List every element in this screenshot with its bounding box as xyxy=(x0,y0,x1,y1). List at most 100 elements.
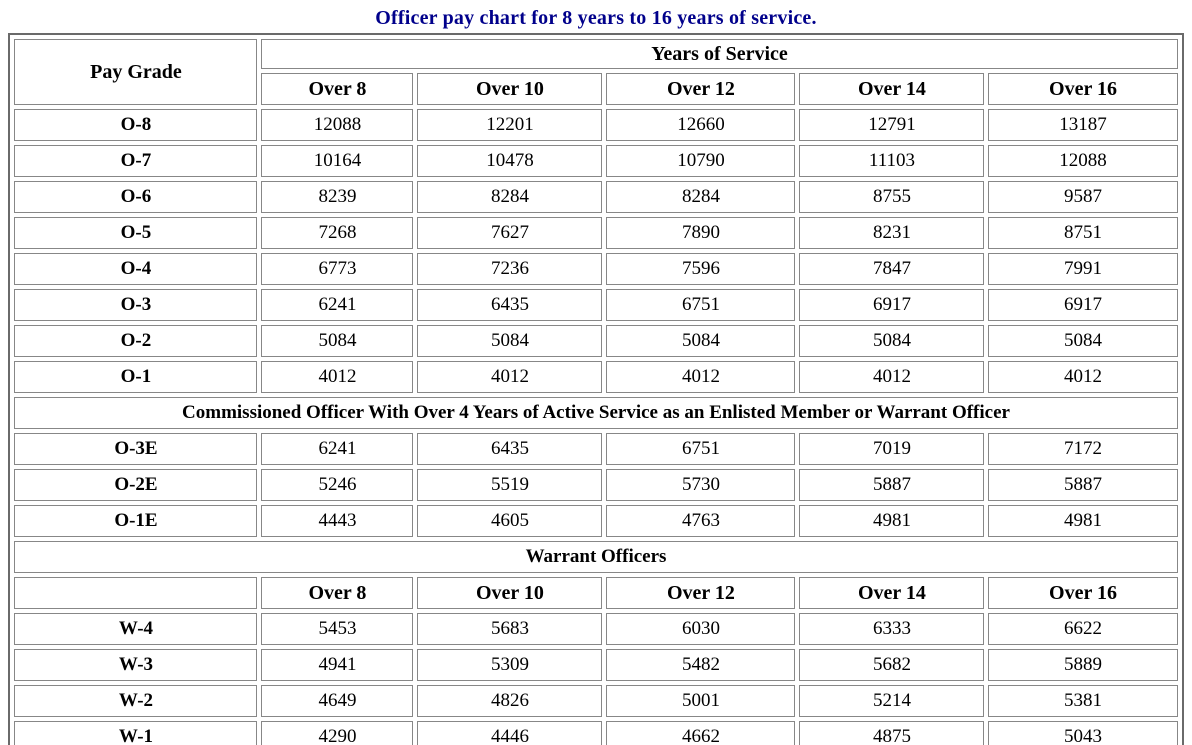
pay-cell: 6917 xyxy=(988,289,1178,321)
pay-cell: 10790 xyxy=(606,145,796,177)
table-row: O-2 5084 5084 5084 5084 5084 xyxy=(14,325,1178,357)
pay-cell: 4981 xyxy=(988,505,1178,537)
pay-cell: 4941 xyxy=(261,649,414,681)
pay-cell: 6030 xyxy=(606,613,796,645)
pay-cell: 4605 xyxy=(417,505,603,537)
pay-cell: 12088 xyxy=(261,109,414,141)
header-row-columns-warrant-officers: Over 8 Over 10 Over 12 Over 14 Over 16 xyxy=(14,577,1178,609)
pay-cell: 5084 xyxy=(261,325,414,357)
table-row: O-4 6773 7236 7596 7847 7991 xyxy=(14,253,1178,285)
section-header-warrant-officers: Warrant Officers xyxy=(14,541,1178,573)
pay-cell: 8239 xyxy=(261,181,414,213)
table-row: O-3 6241 6435 6751 6917 6917 xyxy=(14,289,1178,321)
section-header-row: Warrant Officers xyxy=(14,541,1178,573)
header-row-top: Pay Grade Years of Service xyxy=(14,39,1178,105)
pay-cell: 5730 xyxy=(606,469,796,501)
warrant-officers-col-header-5: Over 16 xyxy=(988,577,1178,609)
empty-corner-cell xyxy=(14,577,258,609)
section-header-row: Commissioned Officer With Over 4 Years o… xyxy=(14,397,1178,429)
pay-cell: 5309 xyxy=(417,649,603,681)
officer-pay-table: Pay Grade Years of Service Over 8 Over 10 Ov… xyxy=(8,33,1184,745)
pay-cell: 8755 xyxy=(799,181,985,213)
pay-cell: 5381 xyxy=(988,685,1178,717)
table-row: O-7 10164 10478 10790 11103 12088 xyxy=(14,145,1178,177)
pay-cell: 8751 xyxy=(988,217,1178,249)
pay-cell: 5887 xyxy=(799,469,985,501)
pay-cell: 5084 xyxy=(417,325,603,357)
pay-cell: 5887 xyxy=(988,469,1178,501)
pay-cell: 4763 xyxy=(606,505,796,537)
pay-cell: 5043 xyxy=(988,721,1178,745)
table-row: W-3 4941 5309 5482 5682 5889 xyxy=(14,649,1178,681)
pay-cell: 12660 xyxy=(606,109,796,141)
pay-cell: 7991 xyxy=(988,253,1178,285)
table-row: O-1E 4443 4605 4763 4981 4981 xyxy=(14,505,1178,537)
pay-cell: 6751 xyxy=(606,289,796,321)
pay-cell: 4012 xyxy=(799,361,985,393)
warrant-officers-col-header-2: Over 10 xyxy=(417,577,603,609)
pay-cell: 6773 xyxy=(261,253,414,285)
pay-cell: 5246 xyxy=(261,469,414,501)
grade-cell: O-7 xyxy=(14,145,258,177)
pay-cell: 5482 xyxy=(606,649,796,681)
page-title: Officer pay chart for 8 years to 16 year… xyxy=(375,7,817,29)
table-row: O-1 4012 4012 4012 4012 4012 xyxy=(14,361,1178,393)
pay-cell: 12791 xyxy=(799,109,985,141)
grade-cell: O-2 xyxy=(14,325,258,357)
pay-cell: 10478 xyxy=(417,145,603,177)
pay-cell: 7627 xyxy=(417,217,603,249)
pay-cell: 10164 xyxy=(261,145,414,177)
pay-cell: 4012 xyxy=(261,361,414,393)
pay-cell: 5683 xyxy=(417,613,603,645)
pay-cell: 8284 xyxy=(417,181,603,213)
warrant-officers-col-header-1: Over 8 xyxy=(261,577,414,609)
pay-cell: 13187 xyxy=(988,109,1178,141)
pay-grade-header: Pay Grade xyxy=(14,39,258,105)
pay-cell: 9587 xyxy=(988,181,1178,213)
pay-cell: 7019 xyxy=(799,433,985,465)
pay-cell: 7890 xyxy=(606,217,796,249)
pay-cell: 6435 xyxy=(417,433,603,465)
pay-cell: 4446 xyxy=(417,721,603,745)
main-col-header-3: Over 12 xyxy=(606,73,796,105)
pay-cell: 8231 xyxy=(799,217,985,249)
pay-cell: 4826 xyxy=(417,685,603,717)
pay-cell: 5084 xyxy=(988,325,1178,357)
grade-cell: W-1 xyxy=(14,721,258,745)
pay-cell: 5214 xyxy=(799,685,985,717)
main-col-header-2: Over 10 xyxy=(417,73,603,105)
table-row: O-2E 5246 5519 5730 5887 5887 xyxy=(14,469,1178,501)
pay-cell: 7268 xyxy=(261,217,414,249)
table-row: W-2 4649 4826 5001 5214 5381 xyxy=(14,685,1178,717)
grade-cell: O-8 xyxy=(14,109,258,141)
table-row: O-3E 6241 6435 6751 7019 7172 xyxy=(14,433,1178,465)
warrant-officers-col-header-3: Over 12 xyxy=(606,577,796,609)
grade-cell: O-5 xyxy=(14,217,258,249)
pay-cell: 6241 xyxy=(261,433,414,465)
pay-cell: 5084 xyxy=(606,325,796,357)
main-col-header-1: Over 8 xyxy=(261,73,414,105)
table-row: O-8 12088 12201 12660 12791 13187 xyxy=(14,109,1178,141)
table-row: O-5 7268 7627 7890 8231 8751 xyxy=(14,217,1178,249)
grade-cell: O-1 xyxy=(14,361,258,393)
pay-cell: 6622 xyxy=(988,613,1178,645)
table-row: W-1 4290 4446 4662 4875 5043 xyxy=(14,721,1178,745)
grade-cell: W-3 xyxy=(14,649,258,681)
grade-cell: O-2E xyxy=(14,469,258,501)
pay-cell: 5001 xyxy=(606,685,796,717)
pay-cell: 5084 xyxy=(799,325,985,357)
pay-cell: 6917 xyxy=(799,289,985,321)
section-header-commissioned-with-enlisted-service: Commissioned Officer With Over 4 Years o… xyxy=(14,397,1178,429)
warrant-officers-col-header-4: Over 14 xyxy=(799,577,985,609)
pay-cell: 4290 xyxy=(261,721,414,745)
grade-cell: O-1E xyxy=(14,505,258,537)
pay-cell: 4662 xyxy=(606,721,796,745)
pay-cell: 4012 xyxy=(988,361,1178,393)
pay-cell: 5682 xyxy=(799,649,985,681)
grade-cell: O-4 xyxy=(14,253,258,285)
pay-cell: 4443 xyxy=(261,505,414,537)
pay-cell: 4649 xyxy=(261,685,414,717)
pay-cell: 4875 xyxy=(799,721,985,745)
grade-cell: W-2 xyxy=(14,685,258,717)
